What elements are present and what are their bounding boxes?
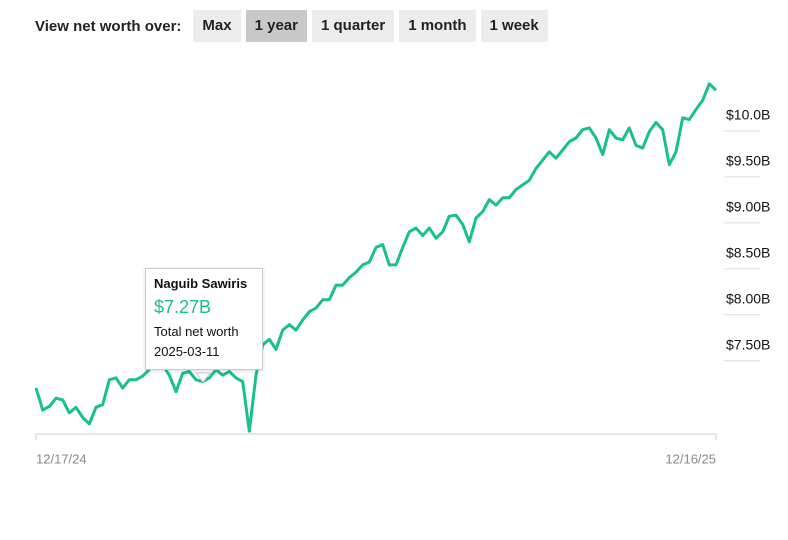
y-tick-label: $9.50B (726, 153, 770, 169)
tooltip-pointer (194, 372, 212, 383)
tooltip-date: 2025-03-11 (154, 344, 220, 359)
tooltip-value: $7.27B (154, 297, 212, 317)
x-tick-label: 12/17/24 (36, 451, 87, 466)
range-button[interactable]: Max (193, 10, 241, 42)
range-button[interactable]: 1 week (480, 10, 548, 42)
tooltip-caption: Total net worth (154, 324, 239, 339)
y-tick-label: $9.00B (726, 199, 770, 215)
y-tick-label: $10.0B (726, 107, 770, 123)
y-tick-label: $8.50B (726, 245, 770, 261)
range-button[interactable]: 1 quarter (311, 10, 395, 42)
range-controls: View net worth over: Max 1 year 1 quarter 1… (35, 10, 548, 42)
range-label: View net worth over: (35, 17, 182, 35)
data-line (34, 82, 718, 433)
range-button[interactable]: 1 month (399, 10, 476, 42)
range-button[interactable]: 1 year (245, 10, 307, 42)
tooltip-name: Naguib Sawiris (154, 276, 248, 291)
y-tick-label: $7.50B (726, 336, 770, 352)
tooltip: Naguib Sawiris $7.27B Total net worth 20… (145, 268, 263, 370)
y-tick-label: $8.00B (726, 291, 770, 307)
x-tick-label: 12/16/25 (665, 451, 716, 466)
